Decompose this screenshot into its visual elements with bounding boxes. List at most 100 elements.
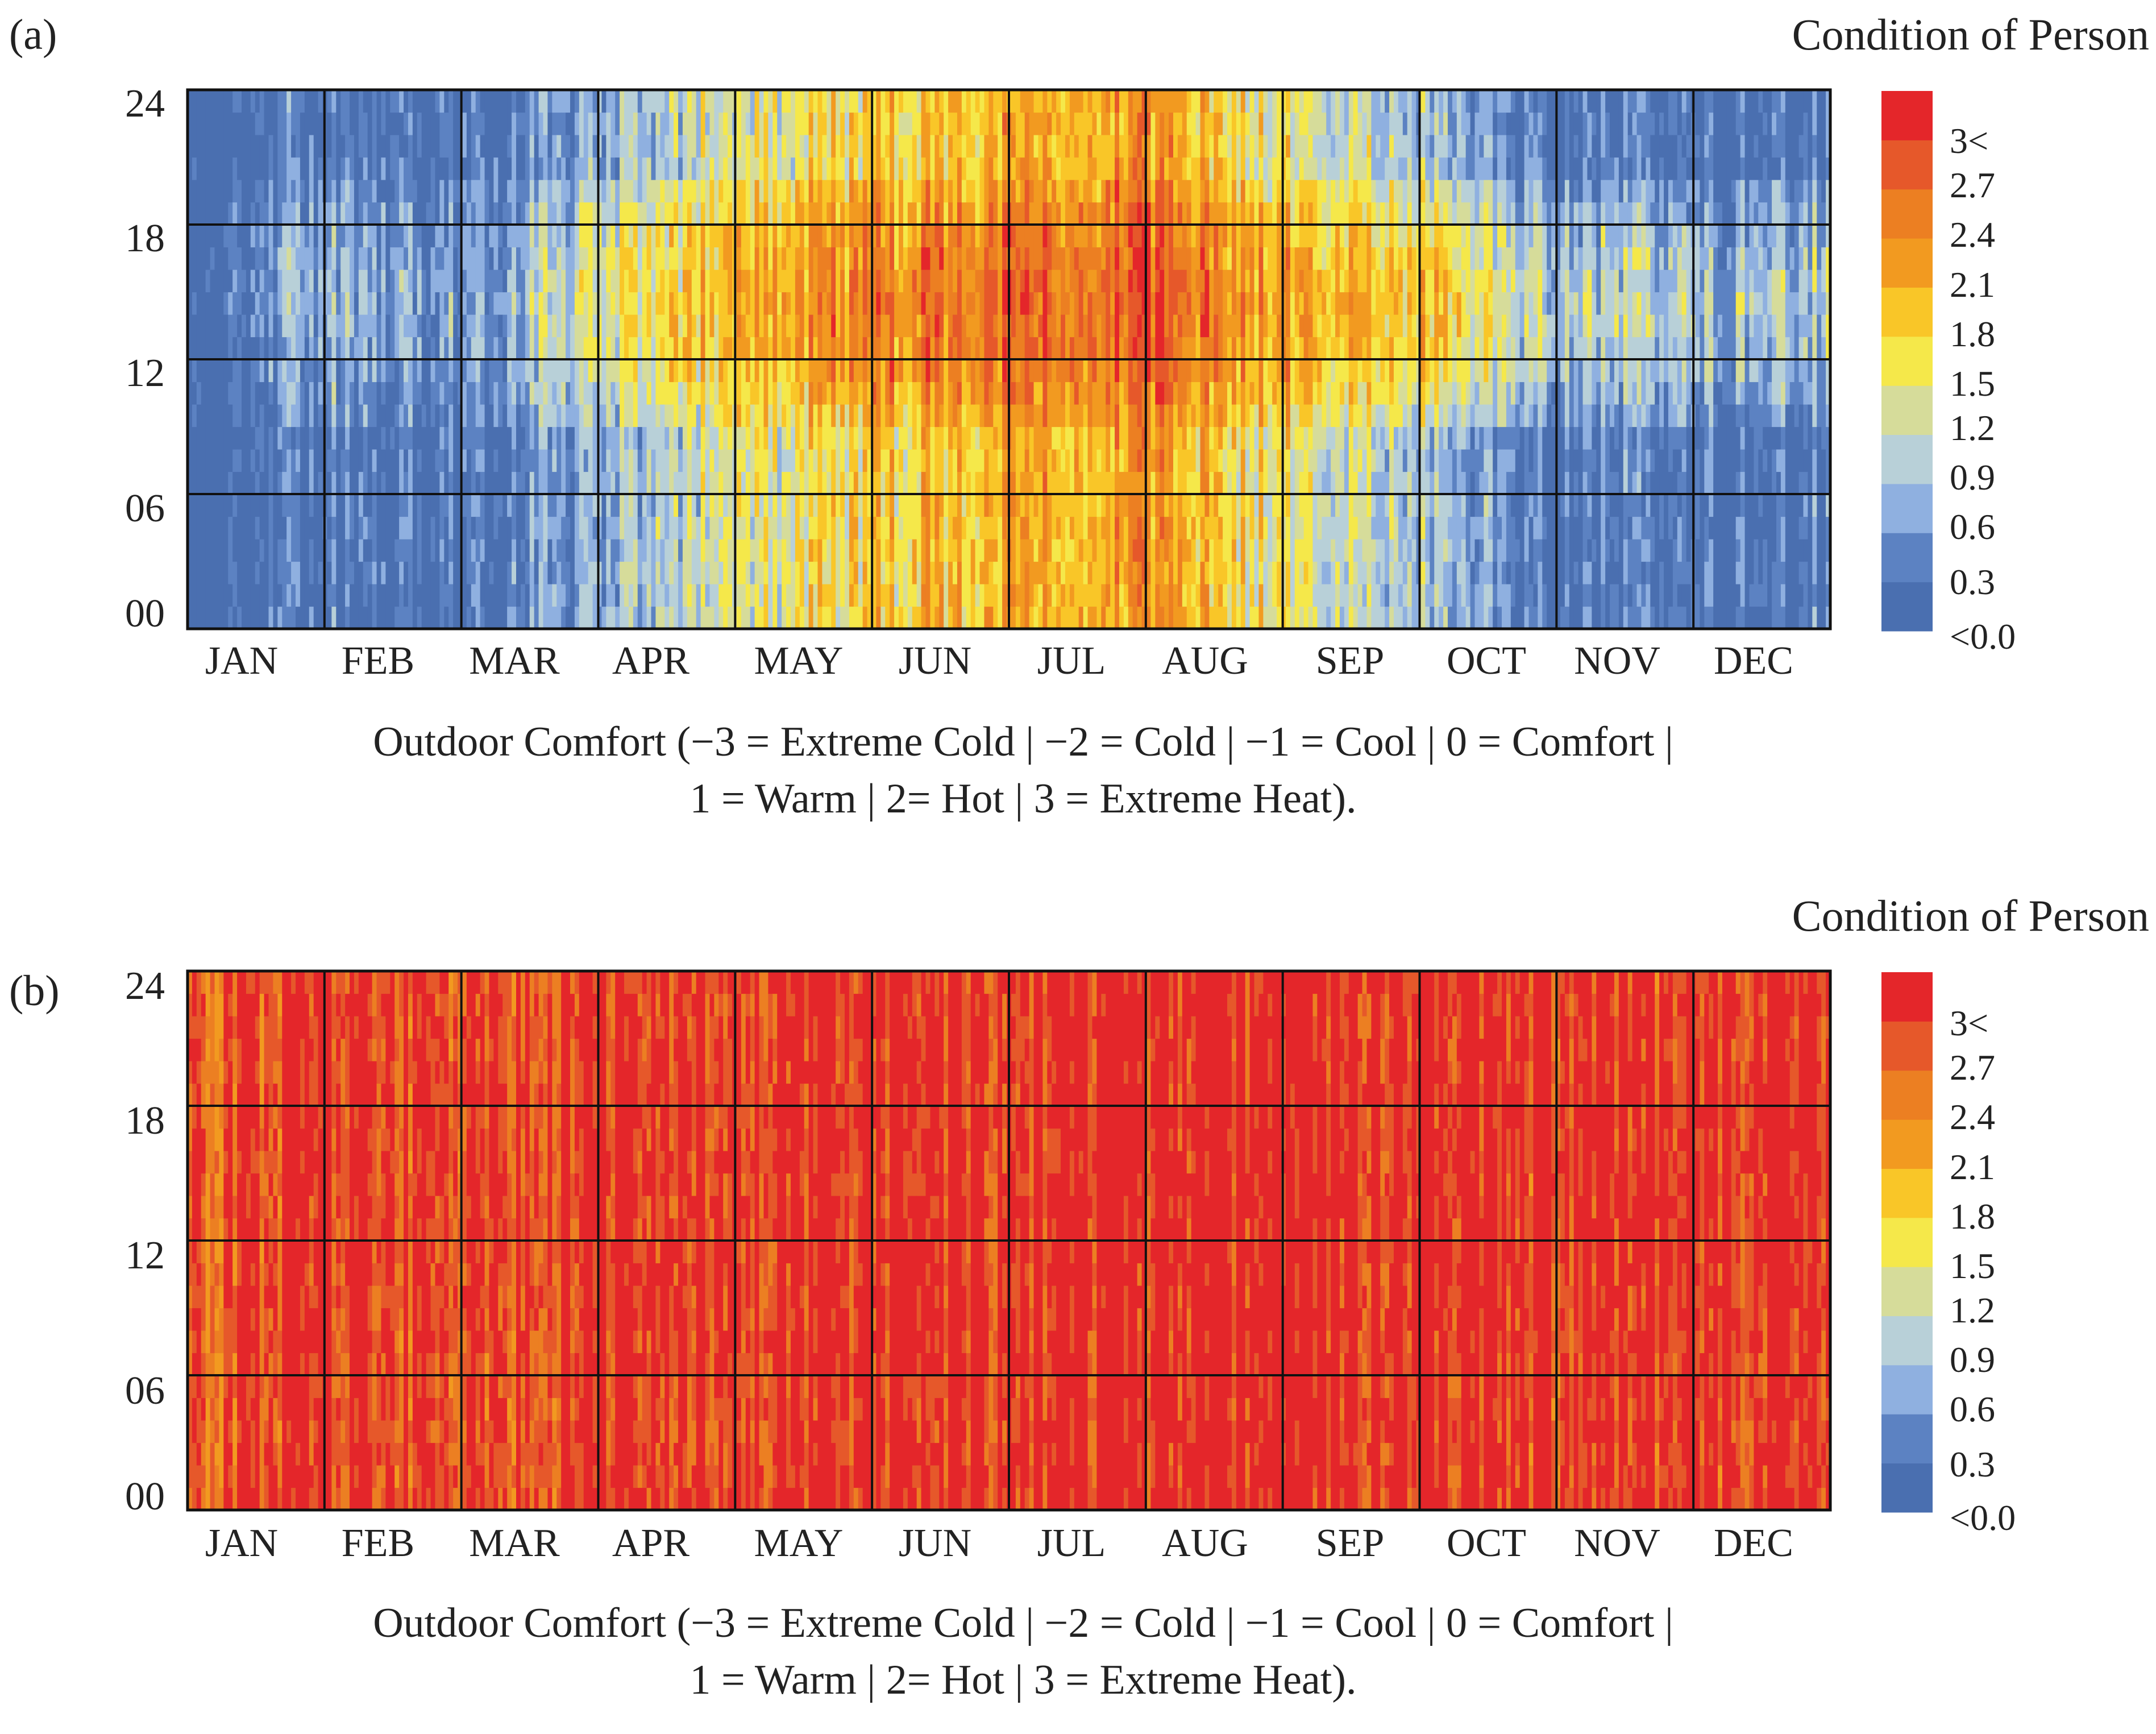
heatmap-cell: [759, 157, 765, 180]
heatmap-cell: [372, 449, 377, 472]
heatmap-cell: [1150, 225, 1156, 247]
heatmap-cell: [1254, 292, 1260, 315]
heatmap-cell: [971, 90, 976, 135]
heatmap-cell: [1366, 90, 1372, 135]
heatmap-cell: [1628, 157, 1633, 180]
heatmap-cell: [1425, 247, 1430, 270]
heatmap-cell: [1484, 382, 1489, 405]
heatmap-cell: [1740, 449, 1746, 472]
heatmap-cell: [1092, 157, 1097, 180]
heatmap-cell: [601, 180, 606, 202]
heatmap-cell: [1187, 449, 1192, 472]
heatmap-cell: [669, 359, 674, 382]
heatmap-cell: [286, 494, 292, 517]
heatmap-cell: [300, 90, 305, 113]
heatmap-cell: [1461, 517, 1467, 540]
heatmap-cell: [1664, 225, 1669, 270]
heatmap-cell: [525, 382, 530, 472]
heatmap-cell: [1439, 135, 1444, 157]
heatmap-cell: [777, 359, 782, 382]
heatmap-cell: [340, 202, 346, 225]
heatmap-cell: [1614, 225, 1619, 247]
heatmap-cell: [1520, 292, 1525, 338]
heatmap-cell: [318, 269, 323, 292]
heatmap-cell: [1119, 382, 1124, 450]
heatmap-cell: [899, 449, 904, 472]
heatmap-cell: [1434, 427, 1439, 450]
heatmap-cell: [1673, 427, 1678, 450]
heatmap-cell: [1542, 337, 1547, 360]
heatmap-cell: [1002, 382, 1007, 405]
heatmap-cell: [368, 337, 373, 360]
heatmap-cell: [426, 202, 431, 225]
heatmap-cell: [737, 449, 742, 472]
heatmap-cell: [1218, 157, 1223, 180]
heatmap-cell: [629, 382, 634, 428]
heatmap-cell: [422, 427, 427, 629]
heatmap-cell: [934, 135, 940, 202]
heatmap-cell: [1520, 90, 1525, 202]
heatmap-cell: [651, 292, 657, 338]
heatmap-cell: [683, 269, 688, 292]
heatmap-cell: [1029, 337, 1035, 360]
heatmap-cell: [1434, 359, 1439, 405]
heatmap-cell: [390, 247, 395, 270]
heatmap-cell: [556, 157, 562, 180]
heatmap-cell: [530, 247, 535, 270]
heatmap-cell: [435, 359, 440, 405]
heatmap-cell: [1799, 584, 1804, 607]
heatmap-cell: [1515, 202, 1521, 225]
heatmap-cell: [1448, 427, 1453, 450]
heatmap-cell: [1511, 607, 1516, 629]
heatmap-cell: [1187, 247, 1192, 293]
heatmap-cell: [467, 359, 472, 382]
heatmap-cell: [1016, 359, 1021, 382]
heatmap-cell: [1371, 180, 1376, 202]
heatmap-cell: [1655, 292, 1660, 338]
heatmap-cell: [1398, 113, 1403, 158]
heatmap-cell: [975, 584, 981, 607]
heatmap-cell: [1376, 382, 1381, 405]
heatmap-cell: [782, 449, 787, 472]
heatmap-cell: [1497, 90, 1502, 113]
heatmap-cell: [1236, 584, 1241, 607]
heatmap-cell: [1366, 427, 1372, 517]
heatmap-cell: [1592, 247, 1597, 270]
heatmap-cell: [1258, 472, 1264, 495]
heatmap-cell: [291, 382, 296, 405]
heatmap-cell: [1322, 157, 1327, 180]
heatmap-cell: [655, 539, 660, 562]
heatmap-cell: [1150, 90, 1156, 113]
heatmap-cell: [516, 225, 521, 247]
heatmap-cell: [1133, 472, 1138, 495]
heatmap-cell: [1448, 180, 1453, 225]
heatmap-cell: [966, 157, 971, 180]
heatmap-cell: [849, 427, 854, 472]
cbar-tick-a-10: <0.0: [1950, 619, 2016, 655]
heatmap-cell: [264, 269, 269, 315]
heatmap-cell: [1016, 584, 1021, 607]
heatmap-cell: [782, 269, 787, 292]
heatmap-cell: [638, 292, 643, 315]
heatmap-cell: [1749, 427, 1754, 584]
heatmap-cell: [669, 269, 674, 292]
heatmap-cell: [1542, 202, 1547, 225]
heatmap-cell: [1034, 382, 1039, 405]
heatmap-cell: [476, 494, 481, 517]
heatmap-cell: [543, 494, 549, 562]
heatmap-cell: [1592, 135, 1597, 157]
heatmap-cell: [556, 90, 562, 113]
heatmap-cell: [1025, 269, 1030, 315]
heatmap-cell: [1799, 157, 1804, 180]
heatmap-cell: [800, 517, 805, 540]
heatmap-cell: [1488, 314, 1493, 337]
heatmap-cell: [1038, 90, 1043, 113]
heatmap-cell: [817, 90, 822, 180]
heatmap-cell: [327, 562, 332, 584]
heatmap-cell: [1614, 404, 1619, 450]
heatmap-cell: [305, 359, 310, 382]
heatmap-cell: [1574, 359, 1579, 427]
heatmap-cell: [606, 427, 611, 450]
heatmap-cell: [1340, 292, 1345, 315]
heatmap-cell: [849, 225, 854, 247]
